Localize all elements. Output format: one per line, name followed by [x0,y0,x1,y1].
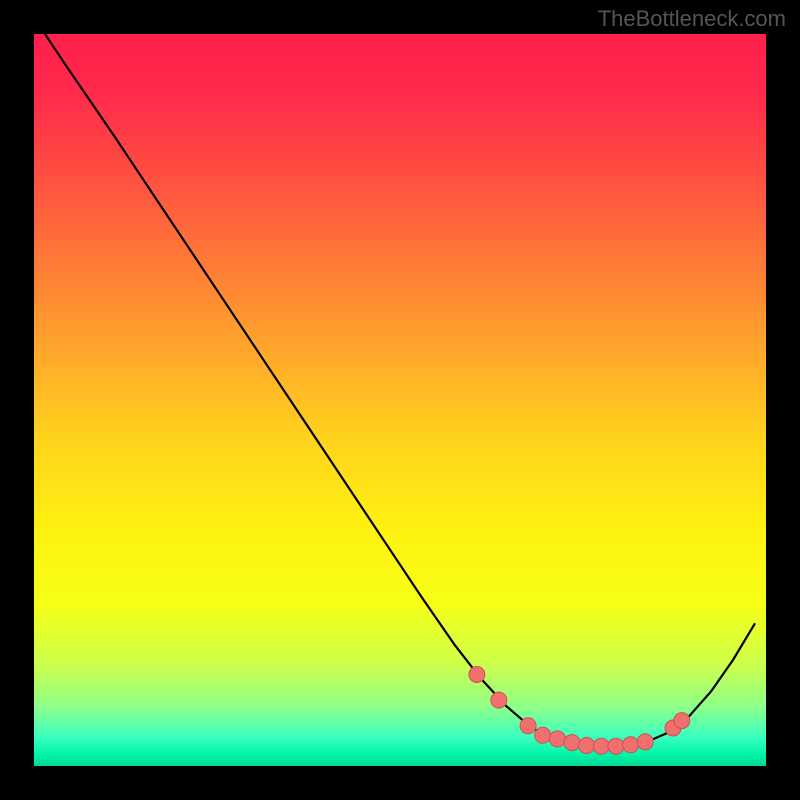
data-marker [491,692,507,708]
data-marker [608,738,624,754]
data-marker [593,738,609,754]
chart-container: TheBottleneck.com [0,0,800,800]
data-marker [469,667,485,683]
data-marker [564,735,580,751]
data-marker [623,737,639,753]
data-marker [549,731,565,747]
data-marker [579,738,595,754]
data-marker [637,734,653,750]
chart-svg [0,0,800,800]
watermark-text: TheBottleneck.com [598,6,786,32]
data-marker [520,718,536,734]
data-marker [674,713,690,729]
plot-gradient-background [34,34,766,766]
data-marker [535,727,551,743]
